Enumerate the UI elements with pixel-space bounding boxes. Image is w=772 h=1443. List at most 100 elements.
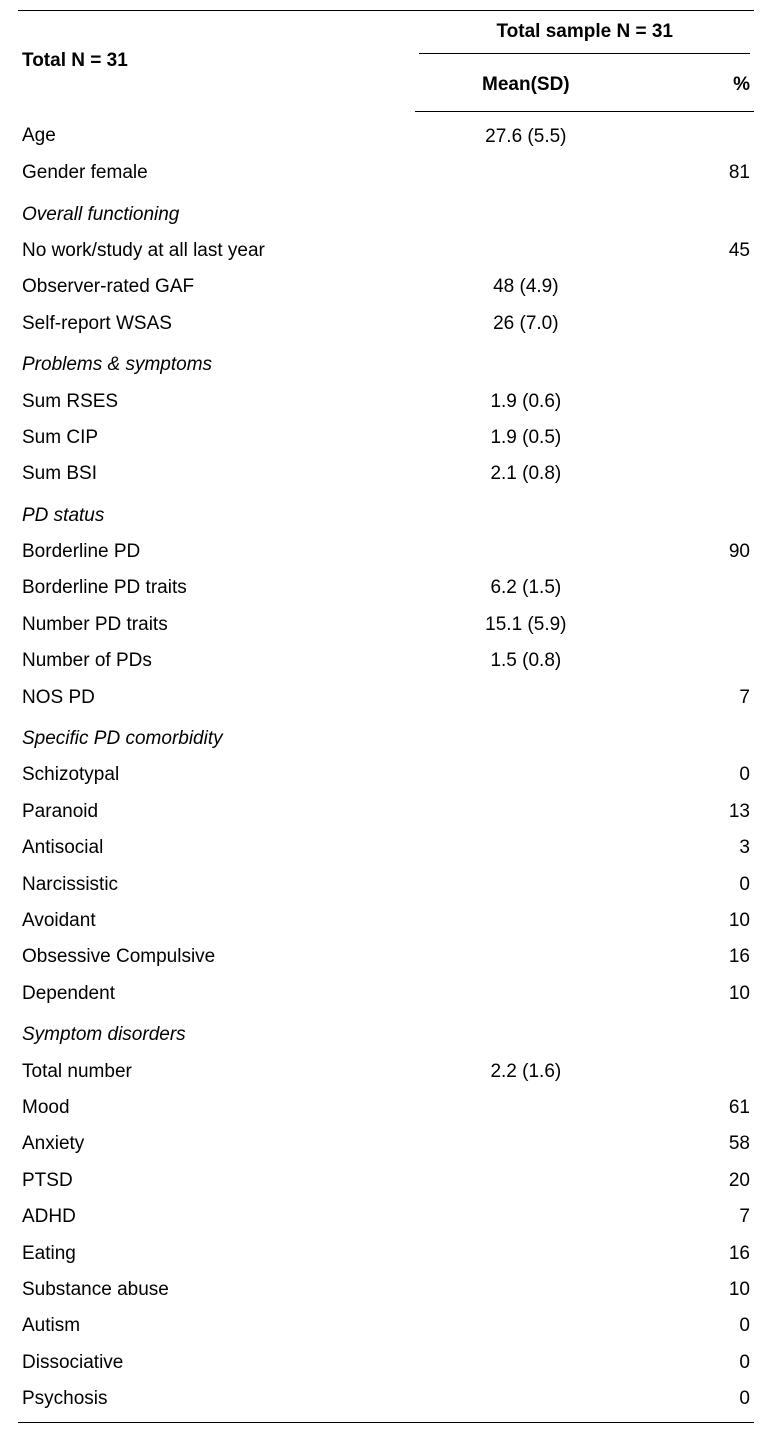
row-pct: 10: [636, 976, 754, 1012]
row-mean: [415, 903, 636, 939]
row-mean: [415, 1126, 636, 1162]
table-header: Total N = 31 Total sample N = 31 Mean(SD…: [18, 11, 754, 112]
header-left: Total N = 31: [18, 11, 415, 112]
row-label: NOS PD: [18, 680, 415, 716]
table-row: Sum RSES1.9 (0.6): [18, 384, 754, 420]
row-mean: 6.2 (1.5): [415, 570, 636, 606]
row-mean: [415, 233, 636, 269]
row-label: Borderline PD traits: [18, 570, 415, 606]
row-pct: 0: [636, 1308, 754, 1344]
table-row: PD status: [18, 493, 754, 534]
row-label: Dependent: [18, 976, 415, 1012]
table-row: Eating 16: [18, 1236, 754, 1272]
row-mean: [415, 155, 636, 191]
row-mean: 2.1 (0.8): [415, 456, 636, 492]
row-label: Eating: [18, 1236, 415, 1272]
header-pct: %: [636, 60, 754, 111]
row-label: PTSD: [18, 1163, 415, 1199]
row-mean: 15.1 (5.9): [415, 607, 636, 643]
row-label: Sum RSES: [18, 384, 415, 420]
table-row: Gender female81: [18, 155, 754, 191]
table-row: Sum BSI2.1 (0.8): [18, 456, 754, 492]
row-mean: [415, 1199, 636, 1235]
row-mean: 26 (7.0): [415, 306, 636, 342]
table-row: Dependent 10: [18, 976, 754, 1012]
row-mean: [415, 534, 636, 570]
row-mean: 48 (4.9): [415, 269, 636, 305]
row-label: Avoidant: [18, 903, 415, 939]
row-mean: [415, 1345, 636, 1381]
row-label: Mood: [18, 1090, 415, 1126]
row-pct: [636, 420, 754, 456]
table-row: Narcissistic0: [18, 867, 754, 903]
row-pct: 16: [636, 1236, 754, 1272]
row-label: Schizotypal: [18, 757, 415, 793]
header-mean: Mean(SD): [415, 60, 636, 111]
section-label: Symptom disorders: [18, 1012, 754, 1053]
table-row: No work/study at all last year 45: [18, 233, 754, 269]
row-mean: 27.6 (5.5): [415, 111, 636, 155]
header-group-label: Total sample N = 31: [419, 17, 750, 54]
table-row: Specific PD comorbidity: [18, 716, 754, 757]
table-row: Overall functioning: [18, 192, 754, 233]
row-label: Borderline PD: [18, 534, 415, 570]
clinical-characteristics-table: Total N = 31 Total sample N = 31 Mean(SD…: [18, 10, 754, 1423]
row-pct: 7: [636, 1199, 754, 1235]
row-mean: [415, 830, 636, 866]
row-pct: [636, 607, 754, 643]
row-label: Number of PDs: [18, 643, 415, 679]
row-pct: [636, 570, 754, 606]
row-label: Autism: [18, 1308, 415, 1344]
row-label: Number PD traits: [18, 607, 415, 643]
table-row: Borderline PD90: [18, 534, 754, 570]
row-pct: 16: [636, 939, 754, 975]
table-row: Paranoid 13: [18, 794, 754, 830]
row-label: No work/study at all last year: [18, 233, 415, 269]
section-label: PD status: [18, 493, 754, 534]
row-label: Narcissistic: [18, 867, 415, 903]
row-pct: 20: [636, 1163, 754, 1199]
row-mean: [415, 794, 636, 830]
section-label: Specific PD comorbidity: [18, 716, 754, 757]
table-row: Avoidant10: [18, 903, 754, 939]
row-pct: [636, 111, 754, 155]
table-row: Number of PDs1.5 (0.8): [18, 643, 754, 679]
row-mean: [415, 1272, 636, 1308]
table-row: PTSD 20: [18, 1163, 754, 1199]
row-mean: [415, 680, 636, 716]
row-mean: [415, 1308, 636, 1344]
row-label: Paranoid: [18, 794, 415, 830]
table-row: NOS PD7: [18, 680, 754, 716]
row-pct: 61: [636, 1090, 754, 1126]
table-row: Dissociative0: [18, 1345, 754, 1381]
table-row: Obsessive Compulsive16: [18, 939, 754, 975]
table-row: Mood 61: [18, 1090, 754, 1126]
row-pct: [636, 643, 754, 679]
table-row: Number PD traits15.1 (5.9): [18, 607, 754, 643]
table-row: Problems & symptoms: [18, 342, 754, 383]
row-label: Sum CIP: [18, 420, 415, 456]
row-pct: 0: [636, 757, 754, 793]
row-label: Sum BSI: [18, 456, 415, 492]
table-row: Schizotypal 0: [18, 757, 754, 793]
row-pct: 45: [636, 233, 754, 269]
header-row-top: Total N = 31 Total sample N = 31: [18, 11, 754, 61]
header-group: Total sample N = 31: [415, 11, 754, 61]
table-row: Autism 0: [18, 1308, 754, 1344]
table-body: Age27.6 (5.5)Gender female81Overall func…: [18, 111, 754, 1423]
row-pct: 0: [636, 1381, 754, 1423]
row-mean: [415, 939, 636, 975]
row-mean: 1.9 (0.6): [415, 384, 636, 420]
table-row: Observer-rated GAF48 (4.9): [18, 269, 754, 305]
row-mean: [415, 1381, 636, 1423]
row-pct: [636, 384, 754, 420]
table-row: Anxiety58: [18, 1126, 754, 1162]
row-label: Observer-rated GAF: [18, 269, 415, 305]
row-label: Dissociative: [18, 1345, 415, 1381]
table-row: Antisocial3: [18, 830, 754, 866]
row-pct: 13: [636, 794, 754, 830]
row-label: Anxiety: [18, 1126, 415, 1162]
row-pct: [636, 456, 754, 492]
row-label: Gender female: [18, 155, 415, 191]
data-table-container: Total N = 31 Total sample N = 31 Mean(SD…: [0, 0, 772, 1443]
